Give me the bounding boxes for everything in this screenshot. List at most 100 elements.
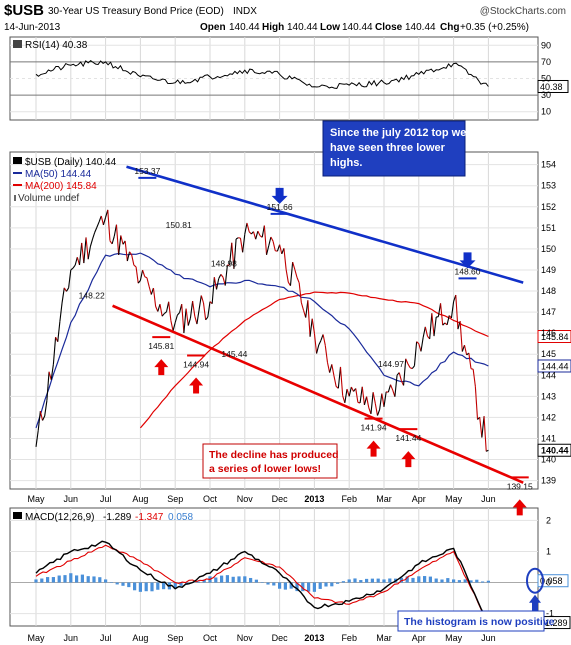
up-arrow-icon — [401, 451, 416, 468]
price-segment — [85, 237, 89, 260]
ma50-tag-box — [537, 359, 571, 373]
price-segment — [252, 231, 257, 240]
x-tick-label: Nov — [237, 494, 254, 504]
price-y-tick-label: 142 — [541, 412, 556, 422]
price-segment — [483, 416, 487, 452]
macd-histogram-bar — [220, 575, 224, 583]
price-label: 141.44 — [395, 433, 421, 443]
macd-histogram-bar — [434, 578, 438, 583]
price-segment — [124, 240, 128, 262]
up-arrow-icon — [512, 499, 527, 516]
note-lower-lows-text: The decline has produced a series of low… — [209, 449, 341, 475]
price-legend: $USB (Daily) 140.44 MA(50) 144.44 MA(200… — [13, 157, 117, 204]
price-segment — [144, 276, 148, 279]
price-segment — [374, 403, 379, 416]
macd-histogram-bar — [463, 579, 467, 583]
x-tick-label: Jul — [100, 494, 112, 504]
down-arrow-icon — [459, 252, 476, 269]
price-label: 151.66 — [267, 202, 293, 212]
price-segment — [270, 236, 274, 242]
macd-legend-hist: 0.058 — [168, 512, 193, 523]
x-tick-label: Nov — [237, 633, 254, 643]
last-price-tag-box — [537, 443, 571, 457]
chart-date: 14-Jun-2013 — [4, 22, 61, 33]
x-tick-label: Apr — [412, 494, 426, 504]
price-segment — [324, 345, 328, 363]
price-segment — [224, 264, 228, 286]
price-segment — [174, 314, 178, 323]
price-segment — [81, 242, 85, 264]
macd-histogram-bar — [162, 582, 166, 590]
macd-histogram-bar — [307, 582, 311, 592]
price-segment — [246, 222, 250, 232]
x-tick-label: Sep — [167, 633, 183, 643]
price-segment — [100, 215, 104, 226]
macd-histogram-bar — [121, 582, 125, 586]
macd-histogram-bar — [109, 582, 113, 583]
x-tick-label: Oct — [203, 633, 218, 643]
high-label: High — [262, 22, 284, 33]
price-legend-symbol: $USB (Daily) 140.44 — [25, 157, 117, 168]
price-segment — [72, 264, 76, 269]
price-label: 148.60 — [455, 266, 481, 276]
price-segment — [185, 308, 189, 326]
macd-histogram-bar — [405, 576, 409, 583]
close-value: 140.44 — [405, 22, 436, 33]
price-segment — [311, 318, 315, 334]
macd-histogram-bar — [214, 577, 218, 583]
price-segment — [215, 278, 220, 290]
price-segment — [468, 352, 472, 369]
macd-histogram-bar — [254, 579, 258, 583]
macd-histogram-bar — [382, 579, 386, 583]
macd-histogram-bar — [428, 576, 432, 583]
price-plot — [35, 165, 524, 484]
price-segment — [61, 287, 65, 303]
price-segment — [118, 235, 122, 256]
price-segment — [309, 318, 313, 337]
watermark: @StockCharts.com — [480, 6, 566, 17]
down-arrow-icon — [271, 187, 288, 204]
price-segment — [115, 224, 120, 256]
price-label: 144.94 — [183, 359, 209, 369]
price-y-tick-label: 150 — [541, 244, 556, 254]
macd-histogram-bar — [133, 582, 137, 591]
macd-histogram-bar — [237, 576, 241, 583]
y-axis-labels: 1541531521511501491481471461451441431421… — [541, 40, 556, 618]
macd-histogram-bar — [75, 575, 79, 583]
price-segment — [370, 392, 374, 414]
low-value: 140.44 — [342, 22, 373, 33]
x-tick-label: May — [445, 633, 463, 643]
x-tick-label: Oct — [203, 494, 218, 504]
price-segment — [379, 393, 383, 410]
price-segment — [355, 388, 359, 403]
chart-exchange: INDX — [233, 6, 257, 17]
price-segment — [163, 311, 167, 314]
macd-y-tick-label: 2 — [546, 515, 551, 525]
macd-histogram-bar — [40, 578, 44, 583]
macd-histogram-bar — [115, 582, 119, 585]
price-y-tick-label: 144 — [541, 370, 556, 380]
macd-histogram-bar — [475, 579, 479, 583]
price-segment — [111, 236, 115, 245]
price-segment — [424, 326, 429, 337]
price-segment — [359, 386, 363, 403]
price-segment — [383, 391, 387, 407]
resistance-trendline — [126, 165, 524, 284]
price-segment — [266, 245, 270, 255]
price-segment — [146, 277, 150, 287]
price-segment — [390, 384, 394, 391]
price-segment — [418, 343, 422, 352]
macd-histogram-bar — [51, 577, 55, 583]
rsi-legend: RSI(14) 40.38 — [13, 40, 88, 51]
high-value: 140.44 — [287, 22, 318, 33]
x-tick-label: May — [27, 494, 45, 504]
note-lower-highs-text: Since the july 2012 top we have seen thr… — [330, 127, 469, 169]
price-segment — [39, 411, 44, 421]
macd-y-tick-label: 0 — [546, 578, 551, 588]
up-arrow-icon — [366, 440, 381, 457]
x-tick-label: Jun — [481, 494, 496, 504]
price-segment — [446, 315, 450, 326]
gridlines — [10, 37, 538, 626]
price-segment — [296, 277, 300, 283]
macd-legend-signal: -1.347 — [135, 512, 164, 523]
